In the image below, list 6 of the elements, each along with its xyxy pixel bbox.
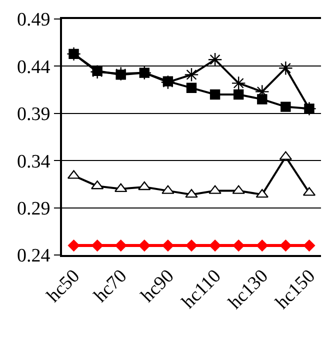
y-tick-label: 0.39 <box>16 104 50 126</box>
y-tick-label: 0.34 <box>16 151 51 172</box>
y-tick-label: 0.44 <box>16 56 51 78</box>
y-tick-label: 0.24 <box>16 246 51 267</box>
y-tick-label: 0.49 <box>16 10 50 31</box>
y-tick-label: 0.29 <box>16 198 50 220</box>
